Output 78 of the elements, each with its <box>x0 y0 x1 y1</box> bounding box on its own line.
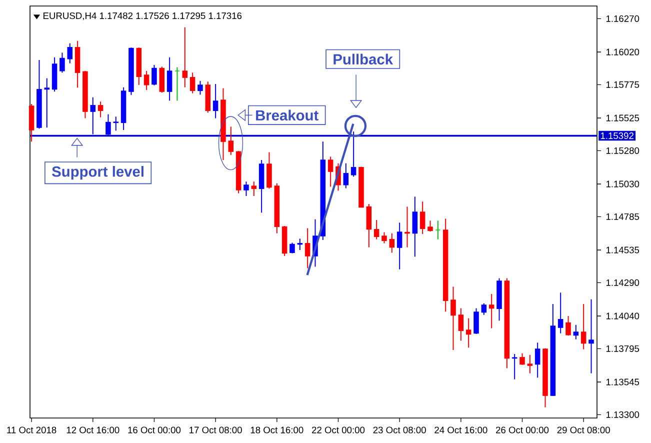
candlestick <box>458 308 464 342</box>
y-tick-label: 1.16270 <box>606 15 640 22</box>
x-tick-label: 17 Oct 08:00 <box>190 426 242 434</box>
candlestick <box>166 56 172 102</box>
candlestick <box>435 220 441 240</box>
candlestick <box>113 116 119 132</box>
candlestick <box>420 201 426 234</box>
candlestick <box>98 101 104 118</box>
candlestick <box>198 80 203 96</box>
ref-line-label: 1.15392 <box>600 132 634 140</box>
y-tick-label: 1.15280 <box>606 147 640 154</box>
x-tick-label: 22 Oct 00:00 <box>312 426 365 434</box>
y-tick-label: 1.15030 <box>606 180 640 188</box>
candlestick <box>558 292 564 334</box>
candlestick <box>527 354 533 374</box>
candlestick <box>106 114 111 136</box>
candlestick <box>374 219 380 240</box>
candlestick <box>520 352 525 366</box>
candlestick <box>182 26 188 88</box>
candlestick <box>290 242 295 254</box>
x-tick-label: 11 Oct 2018 <box>7 426 56 434</box>
x-tick-label: 26 Oct 00:00 <box>496 426 549 434</box>
candlestick <box>144 70 150 90</box>
x-tick-label: 23 Oct 08:00 <box>373 426 426 434</box>
candlestick <box>404 206 410 248</box>
x-tick-label: 12 Oct 16:00 <box>66 426 120 434</box>
candlestick <box>266 152 272 190</box>
candlestick <box>152 64 157 86</box>
x-tick-label: 24 Oct 16:00 <box>434 426 488 434</box>
y-tick-label: 1.14535 <box>606 246 640 254</box>
annotation: Pullback <box>334 54 394 65</box>
x-tick-label: 18 Oct 16:00 <box>250 426 304 434</box>
x-tick-label: 29 Oct 08:00 <box>557 426 610 434</box>
candlestick <box>159 66 165 94</box>
candlestick <box>474 308 479 334</box>
candlestick <box>428 220 433 232</box>
candlestick <box>389 232 395 254</box>
candlestick <box>67 42 73 64</box>
candlestick <box>251 181 257 196</box>
candlestick <box>573 324 579 340</box>
y-tick-label: 1.13795 <box>606 345 640 352</box>
candlestick <box>212 83 218 119</box>
candlestick <box>466 318 472 348</box>
y-tick-label: 1.14785 <box>606 213 640 220</box>
candlestick <box>566 315 571 336</box>
y-tick-label: 1.15525 <box>606 114 640 122</box>
annotation: Breakout <box>256 110 318 121</box>
candlestick <box>44 78 50 128</box>
candlestick <box>382 232 387 244</box>
candlestick <box>244 181 249 196</box>
candlestick <box>481 302 487 316</box>
y-tick-label: 1.16020 <box>606 48 640 56</box>
y-tick-label: 1.14040 <box>606 312 640 320</box>
candlestick <box>534 342 540 378</box>
candlestick <box>343 162 349 189</box>
y-tick-label: 1.14290 <box>606 279 640 286</box>
text: EURUSD,H4 1.17482 1.17526 1.17295 1.17316 <box>44 12 242 20</box>
candlestick <box>350 131 356 178</box>
candlestick <box>60 52 65 74</box>
candlestick <box>328 156 334 188</box>
candlestick <box>174 66 180 102</box>
y-tick-label: 1.13300 <box>606 411 640 418</box>
candlestick <box>228 126 234 156</box>
candlestick <box>588 298 594 374</box>
candlestick <box>580 303 586 350</box>
candlestick <box>488 293 494 329</box>
candlestick <box>396 222 402 270</box>
candlestick <box>190 72 196 94</box>
y-tick-label: 1.13545 <box>606 378 640 386</box>
candlestick <box>366 203 372 248</box>
annotation: Support level <box>52 166 144 180</box>
candlestick <box>412 196 418 258</box>
candlestick <box>297 238 303 250</box>
candlestick <box>90 96 96 135</box>
candlestick <box>450 286 456 350</box>
y-tick-label: 1.15775 <box>606 81 640 88</box>
candlestick <box>304 228 310 269</box>
x-tick-label: 16 Oct 00:00 <box>128 426 181 434</box>
